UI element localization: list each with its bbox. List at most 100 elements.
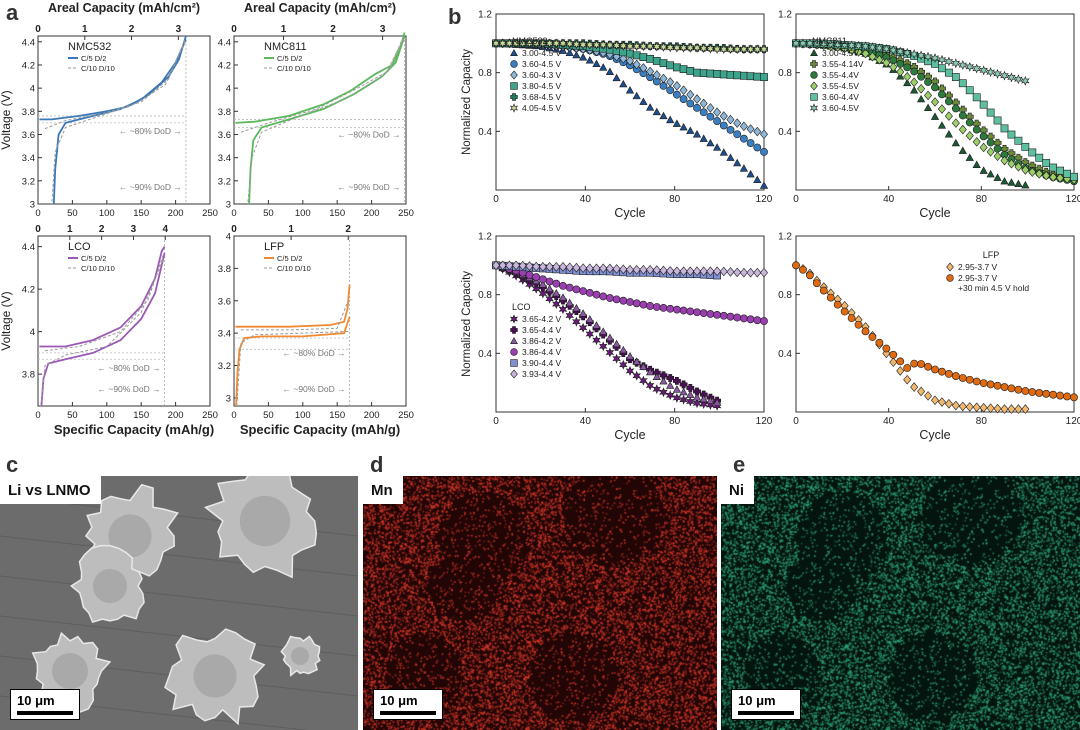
- bottom-axis-title: Specific Capacity (mAh/g): [240, 422, 400, 437]
- data-point: [612, 264, 621, 274]
- data-point: [759, 181, 769, 189]
- legend-marker: [509, 103, 519, 113]
- y-axis-title: Normalized Capacity: [461, 271, 473, 377]
- dod-80-label: ← ~80% DoD →: [283, 348, 346, 358]
- data-point: [931, 97, 939, 107]
- data-point: [693, 103, 701, 112]
- data-point: [599, 292, 608, 301]
- data-point: [719, 311, 728, 320]
- data-point: [625, 366, 635, 376]
- data-point: [599, 63, 608, 71]
- sem-texture: [0, 476, 358, 730]
- data-point: [944, 111, 953, 121]
- data-point: [972, 63, 981, 74]
- data-point: [552, 288, 561, 297]
- data-point: [518, 260, 527, 271]
- data-point: [585, 56, 594, 64]
- y-tick-label: 3.8: [218, 264, 231, 275]
- y-tick-label: 4.2: [22, 285, 35, 296]
- y-tick-label: 3: [30, 200, 35, 211]
- data-point: [659, 81, 668, 90]
- scale-bar-d: 10 μm: [373, 689, 443, 720]
- legend-marker: [510, 359, 518, 367]
- legend-label: 3.00-4.5 V: [522, 48, 562, 58]
- data-point: [1028, 167, 1037, 177]
- x-tick-label: 200: [168, 410, 184, 421]
- data-point: [572, 303, 581, 312]
- x-tick-label: 0: [793, 194, 799, 205]
- x-tick-label: 100: [99, 410, 115, 421]
- lithium-deposit-core: [92, 568, 128, 604]
- y-tick-label: 3: [226, 393, 231, 404]
- data-point: [840, 39, 849, 50]
- data-point: [706, 43, 715, 54]
- y-tick-label: 1.2: [478, 232, 492, 243]
- data-point: [713, 70, 721, 78]
- data-point: [1014, 179, 1023, 188]
- dod-80-label: ← ~80% DoD →: [119, 126, 182, 136]
- data-point: [931, 395, 939, 406]
- x-tick-label: 0: [231, 410, 236, 421]
- data-point: [605, 347, 615, 358]
- data-point: [1021, 404, 1030, 414]
- data-point: [659, 387, 668, 398]
- data-point: [753, 143, 762, 152]
- data-point: [672, 266, 681, 276]
- data-point: [819, 286, 828, 295]
- data-point: [972, 402, 981, 413]
- data-point: [646, 66, 655, 77]
- y-tick-label: 4.4: [22, 37, 35, 48]
- panel-letter-b: b: [448, 4, 462, 29]
- x-tick-label: 200: [364, 410, 380, 421]
- y-tick-label: 4.2: [22, 60, 35, 71]
- data-point: [652, 107, 661, 116]
- data-point: [699, 69, 708, 78]
- data-point: [931, 365, 939, 374]
- data-point: [679, 85, 688, 96]
- data-point: [924, 362, 932, 371]
- data-point: [1007, 178, 1016, 186]
- x-tick-label: 120: [1066, 194, 1080, 205]
- data-point: [910, 77, 919, 87]
- legend-label: +30 min 4.5 V hold: [958, 283, 1029, 293]
- plot-frame: [37, 35, 211, 205]
- data-point: [565, 310, 574, 321]
- data-point: [760, 129, 768, 140]
- x-tick-label: 40: [580, 416, 592, 427]
- data-point: [902, 47, 912, 58]
- data-point: [746, 124, 755, 134]
- data-point: [612, 295, 621, 304]
- data-point: [937, 397, 946, 407]
- data-point: [565, 283, 574, 292]
- data-point: [826, 39, 835, 50]
- data-point: [646, 54, 654, 63]
- lithium-deposit-core: [52, 653, 88, 689]
- legend-marker: [510, 48, 518, 57]
- data-point: [903, 71, 912, 82]
- discharge-curve: [248, 35, 406, 205]
- top-tick-label: 2: [129, 24, 135, 35]
- data-point: [882, 43, 891, 54]
- data-point: [672, 119, 682, 127]
- legend-label-solid: C/5 D/2: [81, 54, 106, 63]
- y-axis-title: Voltage (V): [0, 291, 13, 350]
- data-point: [605, 263, 614, 274]
- legend-marker: [509, 314, 519, 324]
- data-point: [686, 307, 695, 316]
- data-point: [739, 121, 748, 132]
- data-point: [632, 91, 641, 100]
- data-point: [572, 262, 581, 273]
- data-point: [538, 280, 548, 288]
- y-tick-label: 4.2: [218, 60, 231, 71]
- data-point: [686, 99, 695, 108]
- data-point: [945, 68, 953, 77]
- y-tick-label: 4: [226, 84, 231, 95]
- data-point: [558, 293, 568, 301]
- y-tick-label: 0.8: [478, 68, 492, 79]
- top-tick-label: 2: [99, 224, 105, 235]
- x-tick-label: 40: [580, 194, 592, 205]
- data-point: [739, 267, 748, 278]
- data-point: [525, 270, 534, 279]
- data-point: [958, 401, 967, 412]
- data-point: [585, 263, 594, 274]
